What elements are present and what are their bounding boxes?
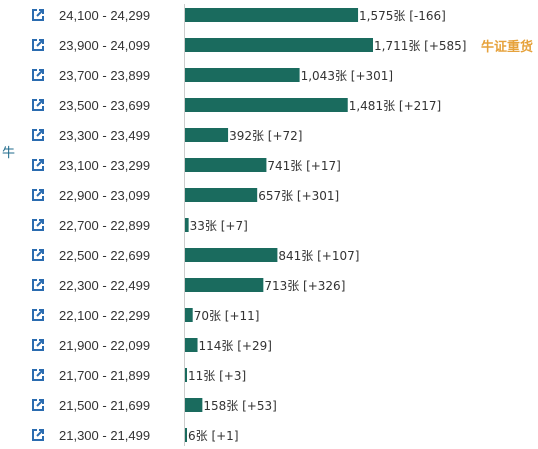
bar-value-label: 1,043张 [+301]	[301, 69, 394, 83]
external-link-icon[interactable]	[32, 429, 44, 441]
bar-value-label: 114张 [+29]	[199, 339, 272, 353]
category-label: 22,100 - 22,299	[59, 308, 150, 323]
bar[interactable]	[185, 278, 264, 292]
external-link-icon[interactable]	[32, 309, 44, 321]
category-label: 23,500 - 23,699	[59, 98, 150, 113]
category-label: 21,300 - 21,499	[59, 428, 150, 443]
bar[interactable]	[185, 218, 189, 232]
bar[interactable]	[185, 338, 198, 352]
bar-value-label: 70张 [+11]	[194, 309, 260, 323]
category-label: 22,700 - 22,899	[59, 218, 150, 233]
external-link-icon[interactable]	[32, 69, 44, 81]
external-link-icon[interactable]	[32, 339, 44, 351]
bar[interactable]	[185, 188, 258, 202]
category-label: 21,700 - 21,899	[59, 368, 150, 383]
bar[interactable]	[185, 8, 359, 22]
category-label: 21,900 - 22,099	[59, 338, 150, 353]
bar-value-label: 713张 [+326]	[264, 279, 345, 293]
category-label: 22,900 - 23,099	[59, 188, 150, 203]
bar-value-label: 158张 [+53]	[203, 399, 276, 413]
external-link-icon[interactable]	[32, 39, 44, 51]
category-label: 23,700 - 23,899	[59, 68, 150, 83]
bar[interactable]	[185, 158, 267, 172]
bar-value-label: 392张 [+72]	[229, 129, 302, 143]
bar-value-label: 657张 [+301]	[258, 189, 339, 203]
bar-value-label: 6张 [+1]	[188, 429, 239, 443]
external-link-icon[interactable]	[32, 159, 44, 171]
bar[interactable]	[185, 398, 203, 412]
external-link-icon[interactable]	[32, 279, 44, 291]
category-label: 23,300 - 23,499	[59, 128, 150, 143]
bar[interactable]	[185, 308, 193, 322]
category-label: 23,900 - 24,099	[59, 38, 150, 53]
bar-value-label: 741张 [+17]	[267, 159, 340, 173]
side-label: 牛	[2, 146, 16, 161]
external-link-icon[interactable]	[32, 249, 44, 261]
category-label: 23,100 - 23,299	[59, 158, 150, 173]
category-label: 22,300 - 22,499	[59, 278, 150, 293]
highlight-tag[interactable]: 牛证重货	[481, 40, 534, 55]
bar[interactable]	[185, 98, 348, 112]
external-link-icon[interactable]	[32, 399, 44, 411]
bar-value-label: 1,711张 [+585]	[374, 39, 467, 53]
external-link-icon[interactable]	[32, 99, 44, 111]
bar-value-label: 841张 [+107]	[278, 249, 359, 263]
bar-value-label: 1,575张 [-166]	[359, 9, 446, 23]
external-link-icon[interactable]	[32, 9, 44, 21]
bar[interactable]	[185, 38, 373, 52]
bar[interactable]	[185, 128, 229, 142]
category-label: 22,500 - 22,699	[59, 248, 150, 263]
bar-value-label: 1,481张 [+217]	[349, 99, 442, 113]
external-link-icon[interactable]	[32, 219, 44, 231]
external-link-icon[interactable]	[32, 369, 44, 381]
bar[interactable]	[185, 248, 278, 262]
bar[interactable]	[185, 68, 300, 82]
bar-value-label: 11张 [+3]	[188, 369, 246, 383]
bar-value-label: 33张 [+7]	[190, 219, 248, 233]
external-link-icon[interactable]	[32, 129, 44, 141]
category-label: 21,500 - 21,699	[59, 398, 150, 413]
bar[interactable]	[185, 428, 187, 442]
bar[interactable]	[185, 368, 187, 382]
external-link-icon[interactable]	[32, 189, 44, 201]
category-label: 24,100 - 24,299	[59, 8, 150, 23]
